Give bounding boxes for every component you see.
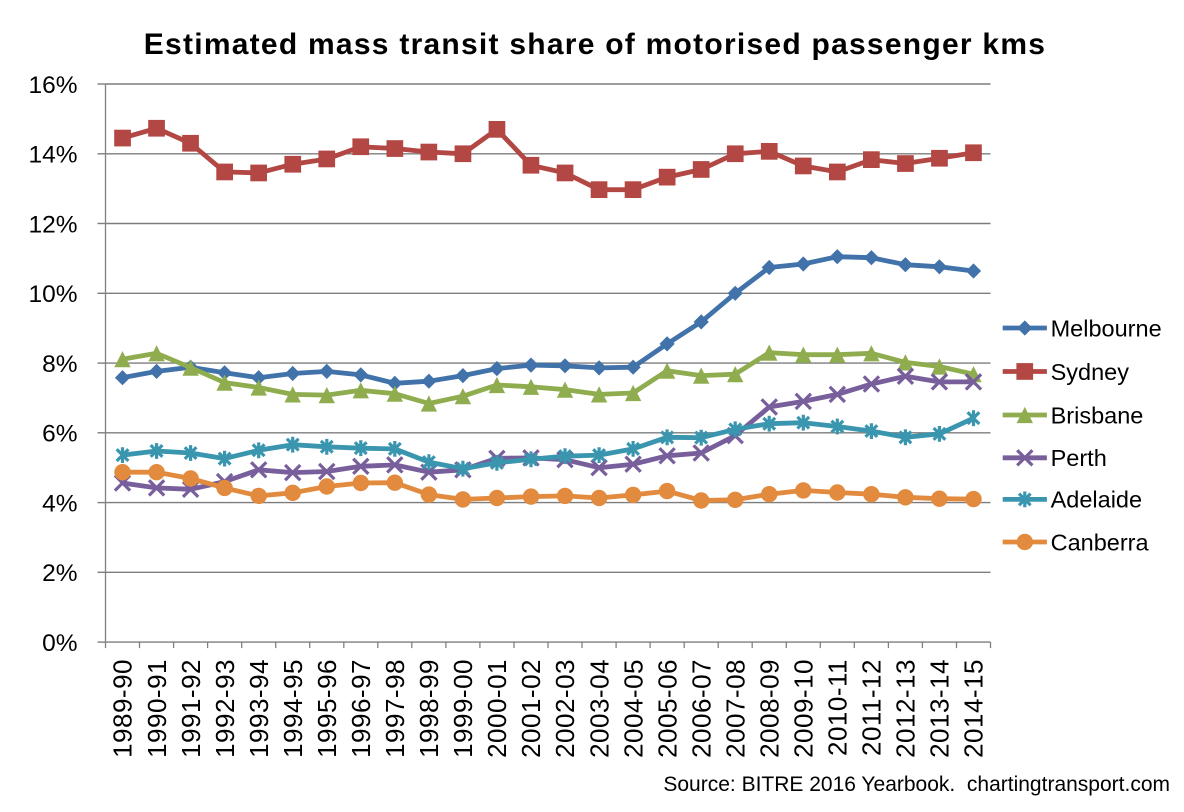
svg-text:4%: 4% — [42, 490, 77, 517]
svg-text:2006-07: 2006-07 — [686, 659, 716, 758]
svg-text:2000-01: 2000-01 — [482, 659, 512, 758]
svg-text:1997-98: 1997-98 — [380, 659, 410, 758]
svg-text:1993-94: 1993-94 — [244, 659, 274, 758]
svg-text:Source: BITRE 2016 Yearbook.: Source: BITRE 2016 Yearbook. chartingtra… — [663, 773, 1170, 796]
svg-text:14%: 14% — [28, 142, 77, 169]
svg-text:Perth: Perth — [1051, 445, 1107, 471]
svg-text:1990-91: 1990-91 — [142, 659, 172, 758]
svg-text:1999-00: 1999-00 — [448, 659, 478, 758]
svg-text:2012-13: 2012-13 — [891, 659, 921, 758]
svg-text:2004-05: 2004-05 — [618, 659, 648, 758]
svg-text:Adelaide: Adelaide — [1051, 487, 1142, 513]
svg-text:1996-97: 1996-97 — [346, 659, 376, 758]
svg-text:1995-96: 1995-96 — [312, 659, 342, 758]
svg-text:Estimated mass transit share o: Estimated mass transit share of motorise… — [144, 28, 1046, 61]
svg-text:Sydney: Sydney — [1051, 359, 1130, 385]
svg-text:1994-95: 1994-95 — [278, 659, 308, 758]
svg-text:Canberra: Canberra — [1051, 529, 1150, 555]
svg-text:2009-10: 2009-10 — [789, 659, 819, 758]
svg-text:12%: 12% — [28, 211, 77, 238]
svg-text:2003-04: 2003-04 — [584, 659, 614, 758]
svg-text:10%: 10% — [28, 281, 77, 308]
svg-text:1998-99: 1998-99 — [414, 659, 444, 758]
svg-text:2005-06: 2005-06 — [652, 659, 682, 758]
svg-text:2011-12: 2011-12 — [857, 659, 887, 756]
svg-text:16%: 16% — [28, 72, 77, 99]
svg-text:2007-08: 2007-08 — [720, 659, 750, 758]
svg-text:2013-14: 2013-14 — [925, 659, 955, 758]
svg-text:2014-15: 2014-15 — [959, 659, 989, 758]
svg-text:8%: 8% — [42, 351, 77, 378]
svg-text:2%: 2% — [42, 560, 77, 587]
svg-text:0%: 0% — [42, 630, 77, 657]
svg-text:2002-03: 2002-03 — [550, 659, 580, 758]
svg-text:Melbourne: Melbourne — [1051, 315, 1162, 341]
svg-text:2010-11: 2010-11 — [823, 659, 853, 756]
svg-text:1989-90: 1989-90 — [108, 659, 138, 758]
svg-text:1991-92: 1991-92 — [176, 659, 206, 758]
svg-text:6%: 6% — [42, 421, 77, 448]
svg-text:2008-09: 2008-09 — [755, 659, 785, 758]
svg-text:2001-02: 2001-02 — [516, 659, 546, 758]
svg-text:1992-93: 1992-93 — [210, 659, 240, 758]
svg-text:Brisbane: Brisbane — [1051, 402, 1144, 428]
